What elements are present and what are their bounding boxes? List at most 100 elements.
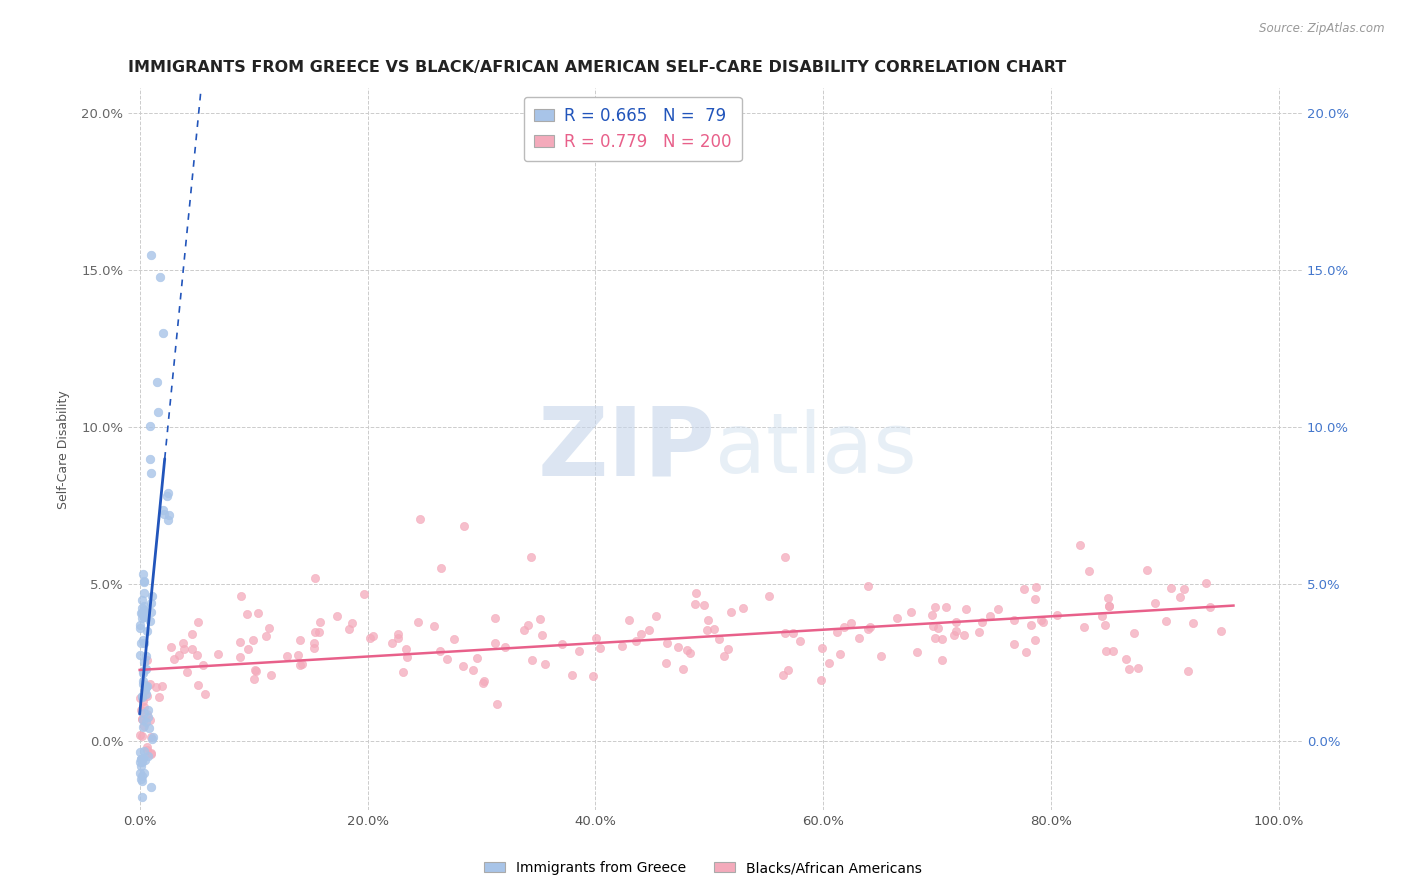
Point bbox=[655, 656, 678, 670]
Point bbox=[132, 599, 155, 614]
Point bbox=[128, 765, 150, 780]
Point bbox=[135, 649, 157, 664]
Point bbox=[905, 644, 928, 658]
Point bbox=[828, 647, 851, 661]
Point bbox=[134, 574, 156, 589]
Point bbox=[1098, 599, 1121, 613]
Point bbox=[471, 675, 494, 690]
Point bbox=[138, 713, 160, 727]
Point bbox=[139, 780, 162, 794]
Point bbox=[131, 773, 153, 788]
Point bbox=[291, 657, 314, 671]
Point bbox=[517, 618, 540, 632]
Point bbox=[194, 687, 217, 701]
Point bbox=[465, 651, 488, 665]
Point bbox=[132, 751, 155, 765]
Point bbox=[131, 690, 153, 704]
Point bbox=[589, 640, 612, 655]
Point bbox=[129, 755, 152, 769]
Point bbox=[942, 628, 965, 642]
Point bbox=[128, 690, 150, 705]
Point bbox=[134, 609, 156, 624]
Point bbox=[145, 680, 167, 694]
Point bbox=[136, 703, 159, 717]
Text: atlas: atlas bbox=[716, 409, 917, 490]
Point bbox=[484, 611, 506, 625]
Point bbox=[655, 635, 678, 649]
Point bbox=[288, 632, 311, 647]
Point bbox=[287, 648, 309, 662]
Point bbox=[187, 615, 209, 629]
Point bbox=[148, 404, 170, 418]
Point bbox=[132, 666, 155, 681]
Point bbox=[1118, 662, 1140, 676]
Point bbox=[485, 697, 508, 711]
Point bbox=[131, 789, 153, 804]
Point bbox=[134, 606, 156, 620]
Point bbox=[139, 747, 162, 762]
Point bbox=[131, 769, 153, 783]
Point bbox=[617, 613, 640, 627]
Point bbox=[136, 710, 159, 724]
Point bbox=[129, 703, 152, 717]
Point bbox=[150, 679, 173, 693]
Point bbox=[337, 622, 360, 636]
Point bbox=[260, 667, 283, 681]
Point bbox=[513, 623, 536, 637]
Point bbox=[387, 631, 409, 645]
Point bbox=[970, 615, 993, 630]
Point bbox=[693, 599, 716, 613]
Point bbox=[381, 636, 404, 650]
Point bbox=[242, 632, 264, 647]
Point bbox=[152, 503, 174, 517]
Point bbox=[1123, 626, 1146, 640]
Point bbox=[132, 676, 155, 690]
Point bbox=[163, 652, 186, 666]
Point bbox=[494, 640, 516, 654]
Point bbox=[387, 627, 409, 641]
Point bbox=[782, 625, 804, 640]
Point bbox=[304, 624, 326, 639]
Point bbox=[132, 632, 155, 647]
Point bbox=[1177, 664, 1199, 678]
Point bbox=[134, 636, 156, 650]
Point bbox=[1024, 591, 1046, 606]
Point bbox=[353, 587, 375, 601]
Point bbox=[676, 642, 699, 657]
Point bbox=[666, 640, 689, 654]
Point bbox=[131, 566, 153, 581]
Point bbox=[709, 632, 731, 647]
Point bbox=[1168, 591, 1191, 605]
Point bbox=[423, 619, 446, 633]
Point bbox=[429, 561, 451, 575]
Point bbox=[134, 682, 156, 697]
Point bbox=[359, 631, 381, 645]
Point bbox=[1097, 591, 1119, 606]
Point bbox=[696, 623, 718, 637]
Point bbox=[409, 512, 432, 526]
Point bbox=[152, 326, 174, 340]
Point bbox=[135, 740, 157, 755]
Point bbox=[1045, 608, 1067, 623]
Point bbox=[129, 759, 152, 773]
Point bbox=[582, 669, 605, 683]
Point bbox=[129, 606, 152, 620]
Point bbox=[1160, 582, 1182, 596]
Point bbox=[141, 589, 163, 603]
Point bbox=[436, 652, 458, 666]
Point bbox=[132, 602, 155, 616]
Point bbox=[773, 625, 796, 640]
Point bbox=[254, 629, 277, 643]
Point bbox=[789, 633, 811, 648]
Legend: Immigrants from Greece, Blacks/African Americans: Immigrants from Greece, Blacks/African A… bbox=[478, 855, 928, 880]
Point bbox=[326, 609, 349, 624]
Point bbox=[309, 615, 332, 630]
Point bbox=[131, 606, 153, 620]
Point bbox=[139, 730, 162, 744]
Point bbox=[131, 712, 153, 726]
Point bbox=[1195, 575, 1218, 590]
Point bbox=[302, 636, 325, 650]
Point bbox=[129, 745, 152, 759]
Point bbox=[683, 597, 706, 611]
Point bbox=[129, 728, 152, 742]
